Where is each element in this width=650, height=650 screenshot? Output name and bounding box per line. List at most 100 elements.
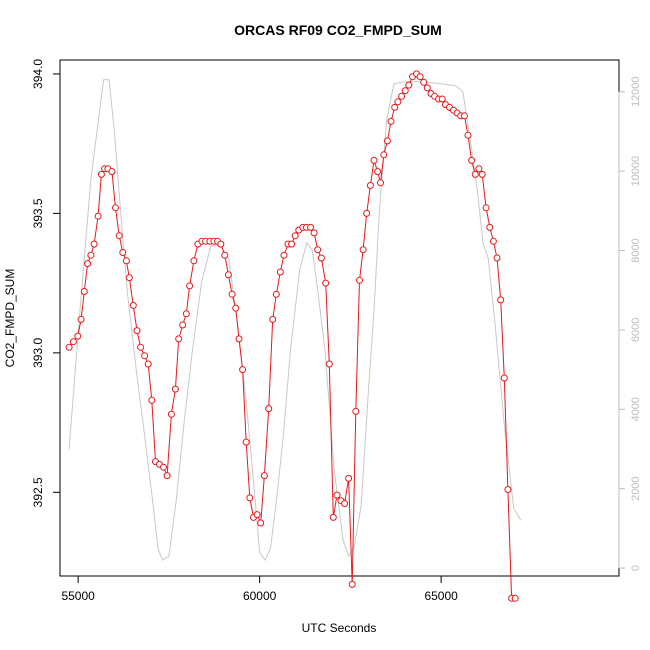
co2-point — [235, 335, 243, 343]
co2-point — [468, 156, 476, 164]
co2-point — [356, 276, 363, 284]
left-axis: 392.5 393.0 393.5 394.0 — [31, 59, 61, 507]
co2-point — [416, 73, 424, 81]
co2-point — [94, 212, 102, 220]
co2-point — [497, 296, 505, 304]
co2-point — [394, 98, 402, 106]
co2-point — [405, 81, 413, 89]
co2-point — [352, 407, 360, 415]
co2-point — [348, 580, 356, 588]
co2-point — [179, 321, 187, 329]
co2-point — [221, 251, 229, 259]
altitude-line — [68, 79, 522, 562]
co2-point — [387, 117, 395, 125]
co2-point — [253, 511, 261, 519]
co2-point — [246, 494, 254, 502]
co2-point — [84, 260, 92, 268]
chart-title: ORCAS RF09 CO2_FMPD_SUM — [234, 22, 442, 38]
x-axis: 55000 60000 65000 — [61, 575, 458, 603]
y2-tick-label: 4000 — [630, 397, 642, 421]
co2-point — [97, 170, 105, 178]
co2-point — [163, 472, 171, 480]
co2-point — [374, 168, 382, 176]
co2-point — [77, 315, 85, 323]
co2-point — [257, 519, 265, 527]
y-tick-label: 393.5 — [31, 198, 45, 228]
co2-point — [486, 223, 494, 231]
x-tick-label: 60000 — [243, 589, 277, 603]
co2-point — [460, 112, 468, 120]
co2-point — [280, 251, 288, 259]
co2-point — [122, 257, 130, 265]
co2-point — [167, 410, 175, 418]
y-tick-label: 394.0 — [31, 59, 45, 89]
right-axis: 0 2000 4000 6000 8000 10000 12000 — [618, 76, 642, 571]
co2-point — [398, 92, 406, 100]
co2-point — [133, 327, 141, 335]
x-axis-label: UTC Seconds — [302, 621, 377, 635]
series-layer — [65, 70, 522, 602]
co2-point — [265, 405, 273, 413]
y-axis-label: CO2_FMPD_SUM — [3, 269, 17, 368]
y2-tick-label: 2000 — [630, 476, 642, 500]
co2-point — [325, 360, 333, 368]
co2-point — [464, 131, 472, 139]
co2-point — [175, 335, 183, 343]
co2-point — [272, 290, 280, 298]
co2-point — [224, 271, 232, 279]
co2-point — [341, 500, 349, 507]
co2-point — [500, 374, 508, 382]
co2-point — [217, 240, 225, 248]
co2-point — [260, 472, 268, 480]
co2-point — [401, 87, 409, 95]
co2-point — [87, 251, 95, 259]
y-tick-label: 392.5 — [31, 477, 45, 507]
co2-point — [242, 438, 250, 446]
co2-point — [137, 343, 145, 351]
co2-point — [366, 182, 374, 189]
co2-point — [438, 95, 446, 103]
co2-point — [383, 137, 391, 145]
co2-point — [489, 237, 497, 245]
co2-point — [232, 304, 240, 312]
y2-tick-label: 6000 — [630, 318, 642, 342]
co2-point — [65, 343, 73, 351]
co2-point — [504, 486, 512, 493]
y-tick-label: 393.0 — [31, 338, 45, 368]
co2-point — [314, 246, 322, 254]
co2-point — [322, 279, 330, 287]
co2-point — [391, 103, 399, 111]
co2-point — [333, 491, 341, 499]
co2-point — [112, 204, 119, 212]
co2-point — [182, 310, 190, 318]
co2-point — [423, 84, 431, 92]
co2-point — [148, 396, 156, 404]
y2-tick-label: 10000 — [630, 156, 642, 187]
co2-point — [310, 229, 318, 237]
co2-point — [380, 151, 388, 159]
co2-point — [239, 366, 247, 374]
y2-tick-label: 8000 — [630, 238, 642, 262]
co2-point — [471, 170, 479, 178]
co2-point — [475, 165, 483, 173]
co2-point — [144, 360, 152, 368]
co2-point — [276, 268, 284, 276]
co2-point — [269, 315, 277, 323]
co2-point — [482, 204, 490, 212]
co2-point — [171, 385, 179, 393]
co2-point — [190, 257, 198, 265]
co2-point — [359, 246, 367, 254]
co2-point — [186, 282, 194, 290]
co2-point — [115, 232, 123, 240]
y2-tick-label: 12000 — [630, 76, 642, 107]
co2-point — [329, 513, 337, 521]
co2-point — [420, 78, 428, 86]
co2-point — [370, 156, 378, 164]
co2-point — [511, 594, 519, 602]
co2-point — [119, 249, 127, 256]
co2-point — [80, 288, 88, 295]
co2-point — [69, 338, 77, 346]
co2-point — [141, 352, 149, 360]
co2-point — [317, 254, 325, 262]
